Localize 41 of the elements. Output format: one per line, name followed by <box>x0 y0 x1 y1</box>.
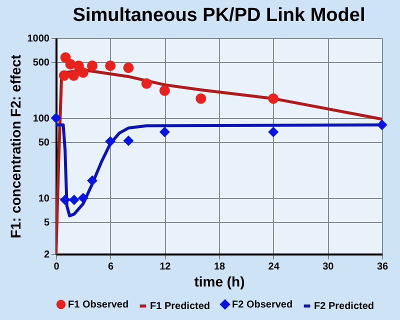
y-tick-label: 1000 <box>27 34 50 44</box>
point <box>86 175 98 186</box>
point <box>50 112 62 124</box>
point <box>60 194 70 206</box>
y-tick-label: 10 <box>38 194 50 205</box>
point <box>86 60 98 71</box>
x-axis-title: time (h) <box>194 274 245 290</box>
point <box>159 126 170 138</box>
point <box>123 62 134 73</box>
legend-label: F1 Observed <box>68 299 129 310</box>
x-tick-label: 36 <box>376 262 388 272</box>
x-tick-label: 30 <box>322 262 334 272</box>
point <box>105 136 116 147</box>
point <box>78 192 88 204</box>
point <box>268 93 279 104</box>
y-axis-title: F1: concentration F2: effect <box>7 54 24 238</box>
x-tick-label: 0 <box>54 262 60 272</box>
y-tick-label: 50 <box>38 138 50 149</box>
point <box>68 194 80 206</box>
point <box>105 60 116 71</box>
x-tick-label: 12 <box>160 262 172 272</box>
point <box>123 136 134 146</box>
y-tick-label: 5 <box>44 218 50 229</box>
point <box>68 70 79 81</box>
point <box>376 120 388 130</box>
legend-label: F2 Predicted <box>314 301 374 312</box>
point <box>141 78 152 89</box>
y-tick-label: 100 <box>32 114 50 125</box>
y-tick-label: 500 <box>32 58 50 69</box>
legend-label: F2 Observed <box>232 299 293 310</box>
x-tick-label: 6 <box>108 262 114 272</box>
chart-title: Simultaneous PK/PD Link Model <box>72 5 366 26</box>
point <box>78 67 88 78</box>
point <box>196 93 206 104</box>
legend-label: F1 Predicted <box>150 301 210 312</box>
x-tick-label: 24 <box>268 262 280 272</box>
x-tick-label: 18 <box>214 262 226 272</box>
y-tick-label: 2 <box>44 250 50 260</box>
point <box>268 126 279 138</box>
point <box>58 70 70 81</box>
point <box>159 85 170 96</box>
